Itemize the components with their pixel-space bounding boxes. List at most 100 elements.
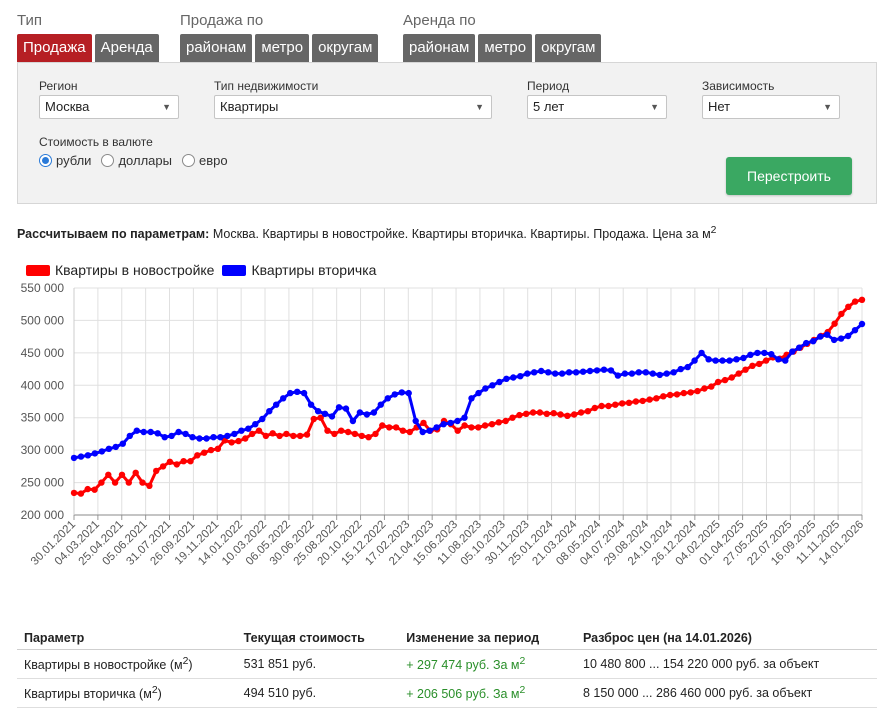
rebuild-button[interactable]: Перестроить <box>726 157 852 195</box>
data-point <box>531 369 538 376</box>
data-point <box>721 376 729 384</box>
data-point <box>235 437 242 445</box>
data-point <box>252 421 259 428</box>
data-point <box>761 349 768 357</box>
data-point <box>481 422 489 429</box>
data-point <box>754 349 761 357</box>
row-change: + 206 506 руб. За м2 <box>399 678 576 708</box>
data-point <box>482 385 489 392</box>
data-point <box>728 374 735 381</box>
data-point <box>255 427 263 434</box>
data-point <box>810 338 817 345</box>
currency-eur-label: евро <box>198 153 228 168</box>
data-point <box>677 365 684 373</box>
data-point <box>830 336 838 344</box>
data-point <box>844 332 852 340</box>
header-current: Текущая стоимость <box>236 627 400 650</box>
data-point <box>399 427 407 434</box>
data-point <box>228 439 235 446</box>
data-point <box>614 372 622 379</box>
data-point <box>249 430 256 438</box>
data-point <box>182 430 189 438</box>
data-point <box>796 344 803 351</box>
dependency-label: Зависимость <box>702 79 775 93</box>
currency-label: Стоимость в валюте <box>39 135 153 149</box>
data-point <box>851 298 859 305</box>
data-point <box>607 367 615 374</box>
chart-legend: Квартиры в новостройке Квартиры вторичка <box>26 262 384 278</box>
chevron-down-icon: ▼ <box>162 102 171 112</box>
data-point <box>740 354 747 362</box>
data-point <box>77 453 85 460</box>
legend-item-secondary[interactable]: Квартиры вторичка <box>222 262 376 278</box>
tab-sale-districts[interactable]: районам <box>180 34 253 62</box>
series-line-0 <box>73 298 863 496</box>
data-point <box>749 362 756 369</box>
data-point <box>509 414 516 421</box>
currency-usd-radio[interactable]: доллары <box>101 153 172 168</box>
data-point <box>687 389 694 396</box>
data-point <box>845 303 852 310</box>
data-point <box>538 367 545 375</box>
header-parameter: Параметр <box>17 627 237 650</box>
y-tick-label: 200 000 <box>21 508 65 522</box>
params-sup: 2 <box>710 225 717 236</box>
period-select[interactable]: 5 лет ▼ <box>527 95 667 119</box>
data-point <box>565 369 573 376</box>
region-select[interactable]: Москва ▼ <box>39 95 179 119</box>
legend-item-new[interactable]: Квартиры в новостройке <box>26 262 214 278</box>
row-range: 8 150 000 ... 286 460 000 руб. за объект <box>576 678 877 708</box>
sale-tabs: районам метро округам <box>180 34 381 62</box>
currency-rub-radio[interactable]: рубли <box>39 153 91 168</box>
property-type-select[interactable]: Квартиры ▼ <box>214 95 492 119</box>
data-point <box>564 412 571 419</box>
tab-sale-metro[interactable]: метро <box>255 34 310 62</box>
data-point <box>747 351 754 358</box>
data-point <box>663 370 670 377</box>
tab-sale-okrugs[interactable]: округам <box>312 34 379 62</box>
data-point <box>461 414 468 421</box>
data-point <box>335 404 343 411</box>
data-point <box>503 375 510 382</box>
data-point <box>666 391 674 399</box>
data-point <box>454 417 461 425</box>
row-range: 10 480 800 ... 154 220 000 руб. за объек… <box>576 649 877 679</box>
data-point <box>112 443 120 451</box>
row-name-text: Квартиры в новостройке (м <box>24 658 183 673</box>
legend-swatch-new <box>26 264 50 276</box>
data-point <box>412 417 419 425</box>
data-point <box>571 411 578 418</box>
dependency-select[interactable]: Нет ▼ <box>702 95 840 119</box>
data-point <box>461 422 468 429</box>
legend-label-secondary: Квартиры вторичка <box>251 262 377 278</box>
row-name-sup: 2 <box>151 684 158 696</box>
data-point <box>591 404 598 412</box>
data-point <box>194 452 201 459</box>
tab-rent-metro[interactable]: метро <box>478 34 533 62</box>
price-line-chart: 200 000 250 000 300 000 350 000 400 000 450 0… <box>21 281 867 568</box>
currency-rub-label: рубли <box>56 153 92 168</box>
data-point <box>708 383 715 390</box>
data-point <box>147 428 154 436</box>
period-label: Период <box>527 79 570 93</box>
tab-sale[interactable]: Продажа <box>17 34 92 62</box>
tab-rent-okrugs[interactable]: округам <box>535 34 602 62</box>
data-point <box>612 401 619 408</box>
data-point <box>726 357 733 364</box>
data-point <box>782 357 789 364</box>
data-point <box>126 432 133 440</box>
currency-eur-radio[interactable]: евро <box>181 153 228 168</box>
data-point <box>168 432 175 440</box>
data-point <box>391 391 398 398</box>
data-point <box>735 370 742 377</box>
data-point <box>98 448 106 455</box>
property-type-label: Тип недвижимости <box>214 79 319 93</box>
data-point <box>440 421 447 428</box>
data-point <box>558 370 566 377</box>
data-point <box>712 357 719 364</box>
table-row: Квартиры вторичка (м2) 494 510 руб. + 20… <box>17 678 877 708</box>
data-point <box>331 430 338 438</box>
tab-rent[interactable]: Аренда <box>94 34 159 62</box>
data-point <box>536 409 544 416</box>
tab-rent-districts[interactable]: районам <box>403 34 476 62</box>
